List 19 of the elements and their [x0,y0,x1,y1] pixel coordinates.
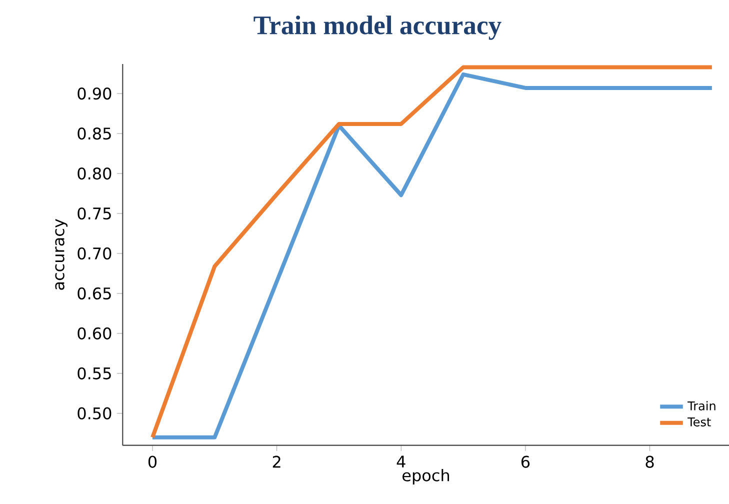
x-axis-title: epoch [402,468,450,484]
x-tick-label: 0 [148,456,157,468]
chart-title: Train model accuracy [254,16,502,40]
y-tick-label: 0.50 [78,407,112,420]
legend-label: Train [688,401,716,410]
y-axis-title: accuracy [55,219,68,290]
y-tick-label: 0.70 [78,247,112,260]
x-tick-label: 4 [396,456,406,468]
y-tick-label: 0.55 [78,367,111,380]
y-tick-label: 0.65 [78,287,111,300]
y-tick-label: 0.60 [78,327,112,340]
y-tick-label: 0.85 [78,127,111,140]
y-tick-label: 0.75 [78,207,111,220]
legend-label: Test [688,418,711,426]
y-tick-label: 0.80 [78,167,112,180]
x-tick-label: 6 [521,456,530,468]
x-tick-label: 2 [272,456,280,468]
y-tick-label: 0.90 [78,88,112,100]
x-tick-label: 8 [646,456,654,468]
